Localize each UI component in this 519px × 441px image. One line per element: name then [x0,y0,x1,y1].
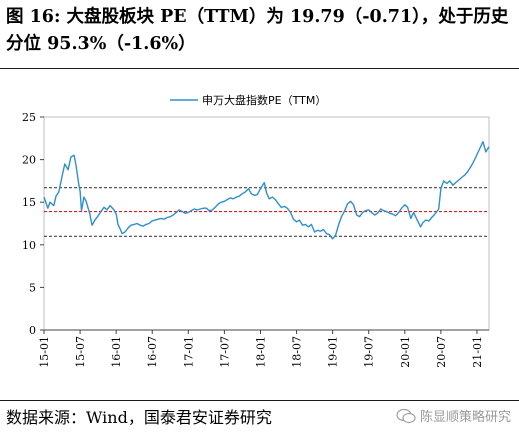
y-axis: 0 5 10 15 20 25 [22,111,44,337]
x-tick-label: 17-01 [182,336,195,368]
y-tick-label: 5 [29,281,36,294]
x-tick-label: 20-07 [435,336,448,368]
series-layer [43,141,490,240]
x-tick-label: 17-07 [218,336,231,368]
title-rule [0,68,519,69]
x-tick-label: 15-01 [38,336,51,368]
footer-rule [0,400,519,401]
source-note: 数据来源：Wind，国泰君安证券研究 [6,408,272,427]
watermark-text: 陈显顺策略研究 [419,410,511,425]
x-tick-label: 20-01 [399,336,412,368]
pe-line-chart: 0 5 10 15 20 25 15-01 15-07 16-01 16-07 17-01 17-0… [22,93,490,368]
x-axis: 15-01 15-07 16-01 16-07 17-01 17-07 18-01 18-07… [38,329,489,368]
y-tick-label: 10 [22,239,36,252]
y-tick-label: 25 [22,111,36,124]
x-tick-label: 21-01 [471,336,484,368]
chart-legend: 申万大盘指数PE（TTM） [170,93,326,107]
series-line-0 [43,141,490,240]
y-tick-label: 0 [29,324,36,337]
x-tick-label: 19-01 [327,336,340,368]
y-tick-label: 20 [22,154,36,167]
y-tick-label: 15 [22,196,36,209]
x-tick-label: 18-01 [254,336,267,368]
x-tick-label: 18-07 [291,336,304,368]
x-tick-label: 16-07 [146,336,159,368]
reference-lines [44,187,489,237]
figure-title: 图 16: 大盘股板块 PE（TTM）为 19.79（-0.71），处于历史分位… [6,7,509,54]
legend-label: 申万大盘指数PE（TTM） [202,93,326,107]
watermark: 陈显顺策略研究 [396,406,511,425]
x-tick-label: 15-07 [74,336,87,368]
wechat-icon [396,408,416,423]
x-tick-label: 16-01 [110,336,123,368]
x-tick-label: 19-07 [363,336,376,368]
